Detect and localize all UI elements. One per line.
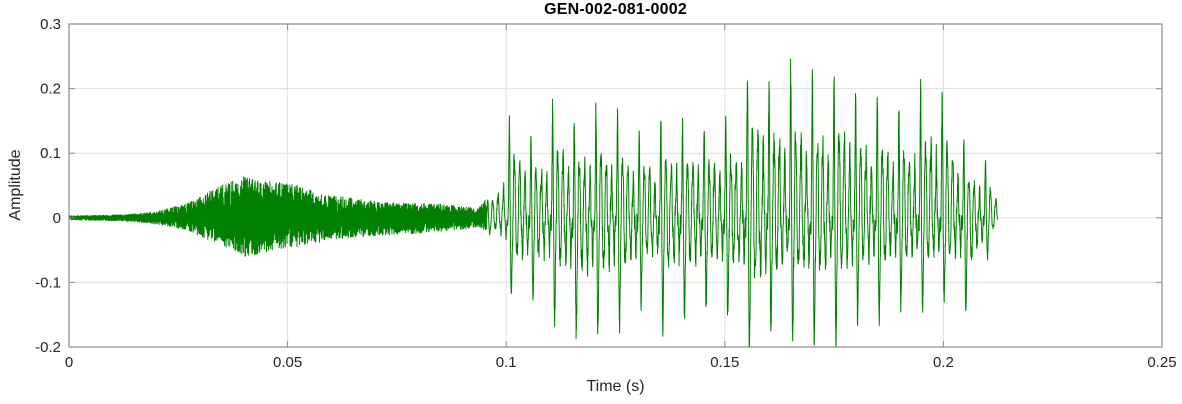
chart-title: GEN-002-081-0002 [544, 1, 687, 18]
x-tick-label: 0.05 [273, 354, 302, 371]
waveform-line [68, 58, 999, 348]
x-tick-label: 0.15 [710, 354, 739, 371]
y-tick-label: -0.2 [35, 339, 61, 356]
axes-box [68, 23, 1163, 348]
y-tick-label: 0.3 [40, 16, 61, 33]
y-tick-label: 0.2 [40, 81, 61, 98]
x-tick-label: 0.1 [496, 354, 517, 371]
y-tick-label: -0.1 [35, 274, 61, 291]
x-tick-label: 0.25 [1147, 354, 1176, 371]
y-tick-label: 0.1 [40, 145, 61, 162]
x-axis-label: Time (s) [586, 378, 645, 395]
y-tick-label: 0 [53, 210, 61, 227]
x-tick-label: 0 [65, 354, 73, 371]
x-tick-label: 0.2 [933, 354, 954, 371]
